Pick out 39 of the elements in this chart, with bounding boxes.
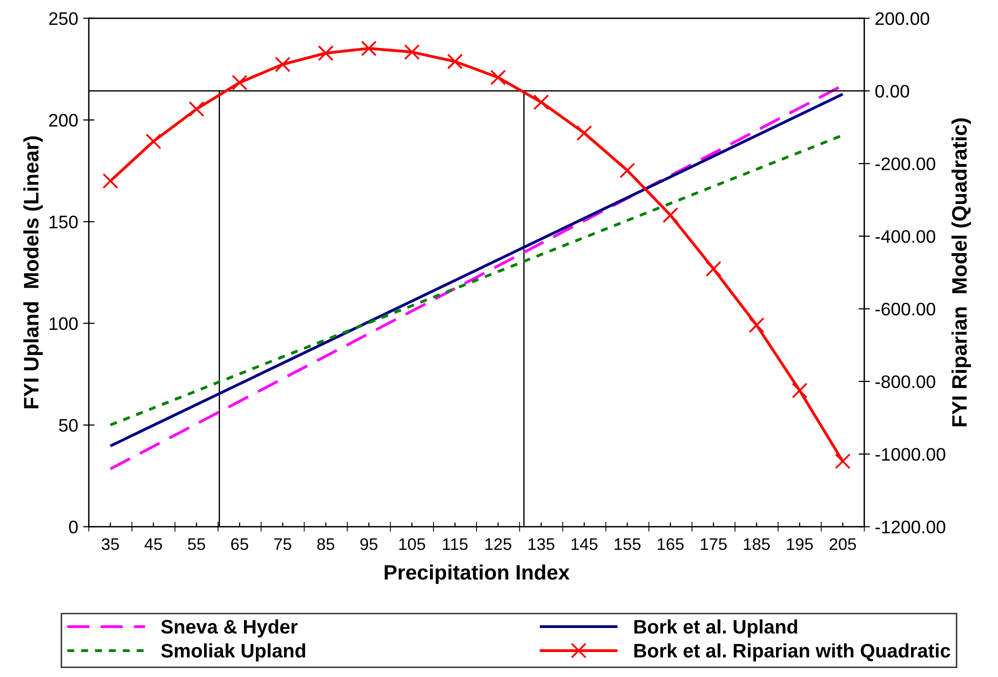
x-tick-label: 125 — [485, 538, 512, 550]
y2-tick-label: -600.00 — [875, 302, 936, 316]
y2-tick-label: -200.00 — [875, 157, 936, 170]
x-tick-label: 85 — [317, 538, 334, 550]
x-tick-label: 135 — [528, 538, 554, 550]
y-tick-label: 250 — [49, 12, 78, 25]
y2-tick-label: 200.00 — [876, 12, 930, 25]
legend-label: Smoliak Upland — [161, 643, 306, 662]
x-tick-label: 185 — [744, 538, 770, 550]
y2-tick-label: -400.00 — [875, 230, 936, 243]
y2-tick-label: -1000.00 — [875, 448, 946, 461]
x-tick-label: 45 — [144, 538, 162, 550]
x-tick-label: 155 — [614, 538, 641, 550]
x-tick-label: 195 — [787, 538, 813, 550]
y-tick-label: 100 — [50, 317, 78, 330]
x-tick-label: 205 — [830, 538, 856, 550]
x-tick-label: 165 — [658, 538, 684, 550]
y-tick-label: 150 — [50, 216, 78, 228]
y2-axis-title: FYI Riparian Model (Quadratic) — [952, 118, 971, 426]
y2-tick-label: -800.00 — [875, 375, 936, 388]
x-tick-label: 145 — [572, 538, 598, 550]
y-tick-label: 200 — [49, 114, 78, 127]
legend-label: Bork et al. Riparian with Quadratic — [634, 643, 950, 662]
x-tick-label: 75 — [274, 538, 292, 550]
y2-tick-label: 0.00 — [875, 84, 910, 98]
y-tick-label: 50 — [59, 418, 78, 432]
x-tick-label: 175 — [700, 538, 727, 550]
legend-label: Sneva & Hyder — [161, 619, 298, 638]
legend-label: Bork et al. Upland — [634, 619, 798, 638]
x-axis-title: Precipitation Index — [384, 564, 570, 584]
x-tick-label: 55 — [188, 538, 206, 550]
x-tick-label: 65 — [231, 538, 248, 550]
y-axis-title: FYI Upland Models (Linear) — [23, 136, 43, 408]
x-tick-label: 95 — [360, 538, 378, 550]
x-tick-label: 105 — [399, 538, 426, 550]
x-tick-label: 35 — [102, 538, 119, 550]
y-tick-label: 0 — [69, 520, 78, 534]
x-tick-label: 115 — [442, 538, 468, 550]
y2-tick-label: -1200.00 — [875, 520, 946, 534]
